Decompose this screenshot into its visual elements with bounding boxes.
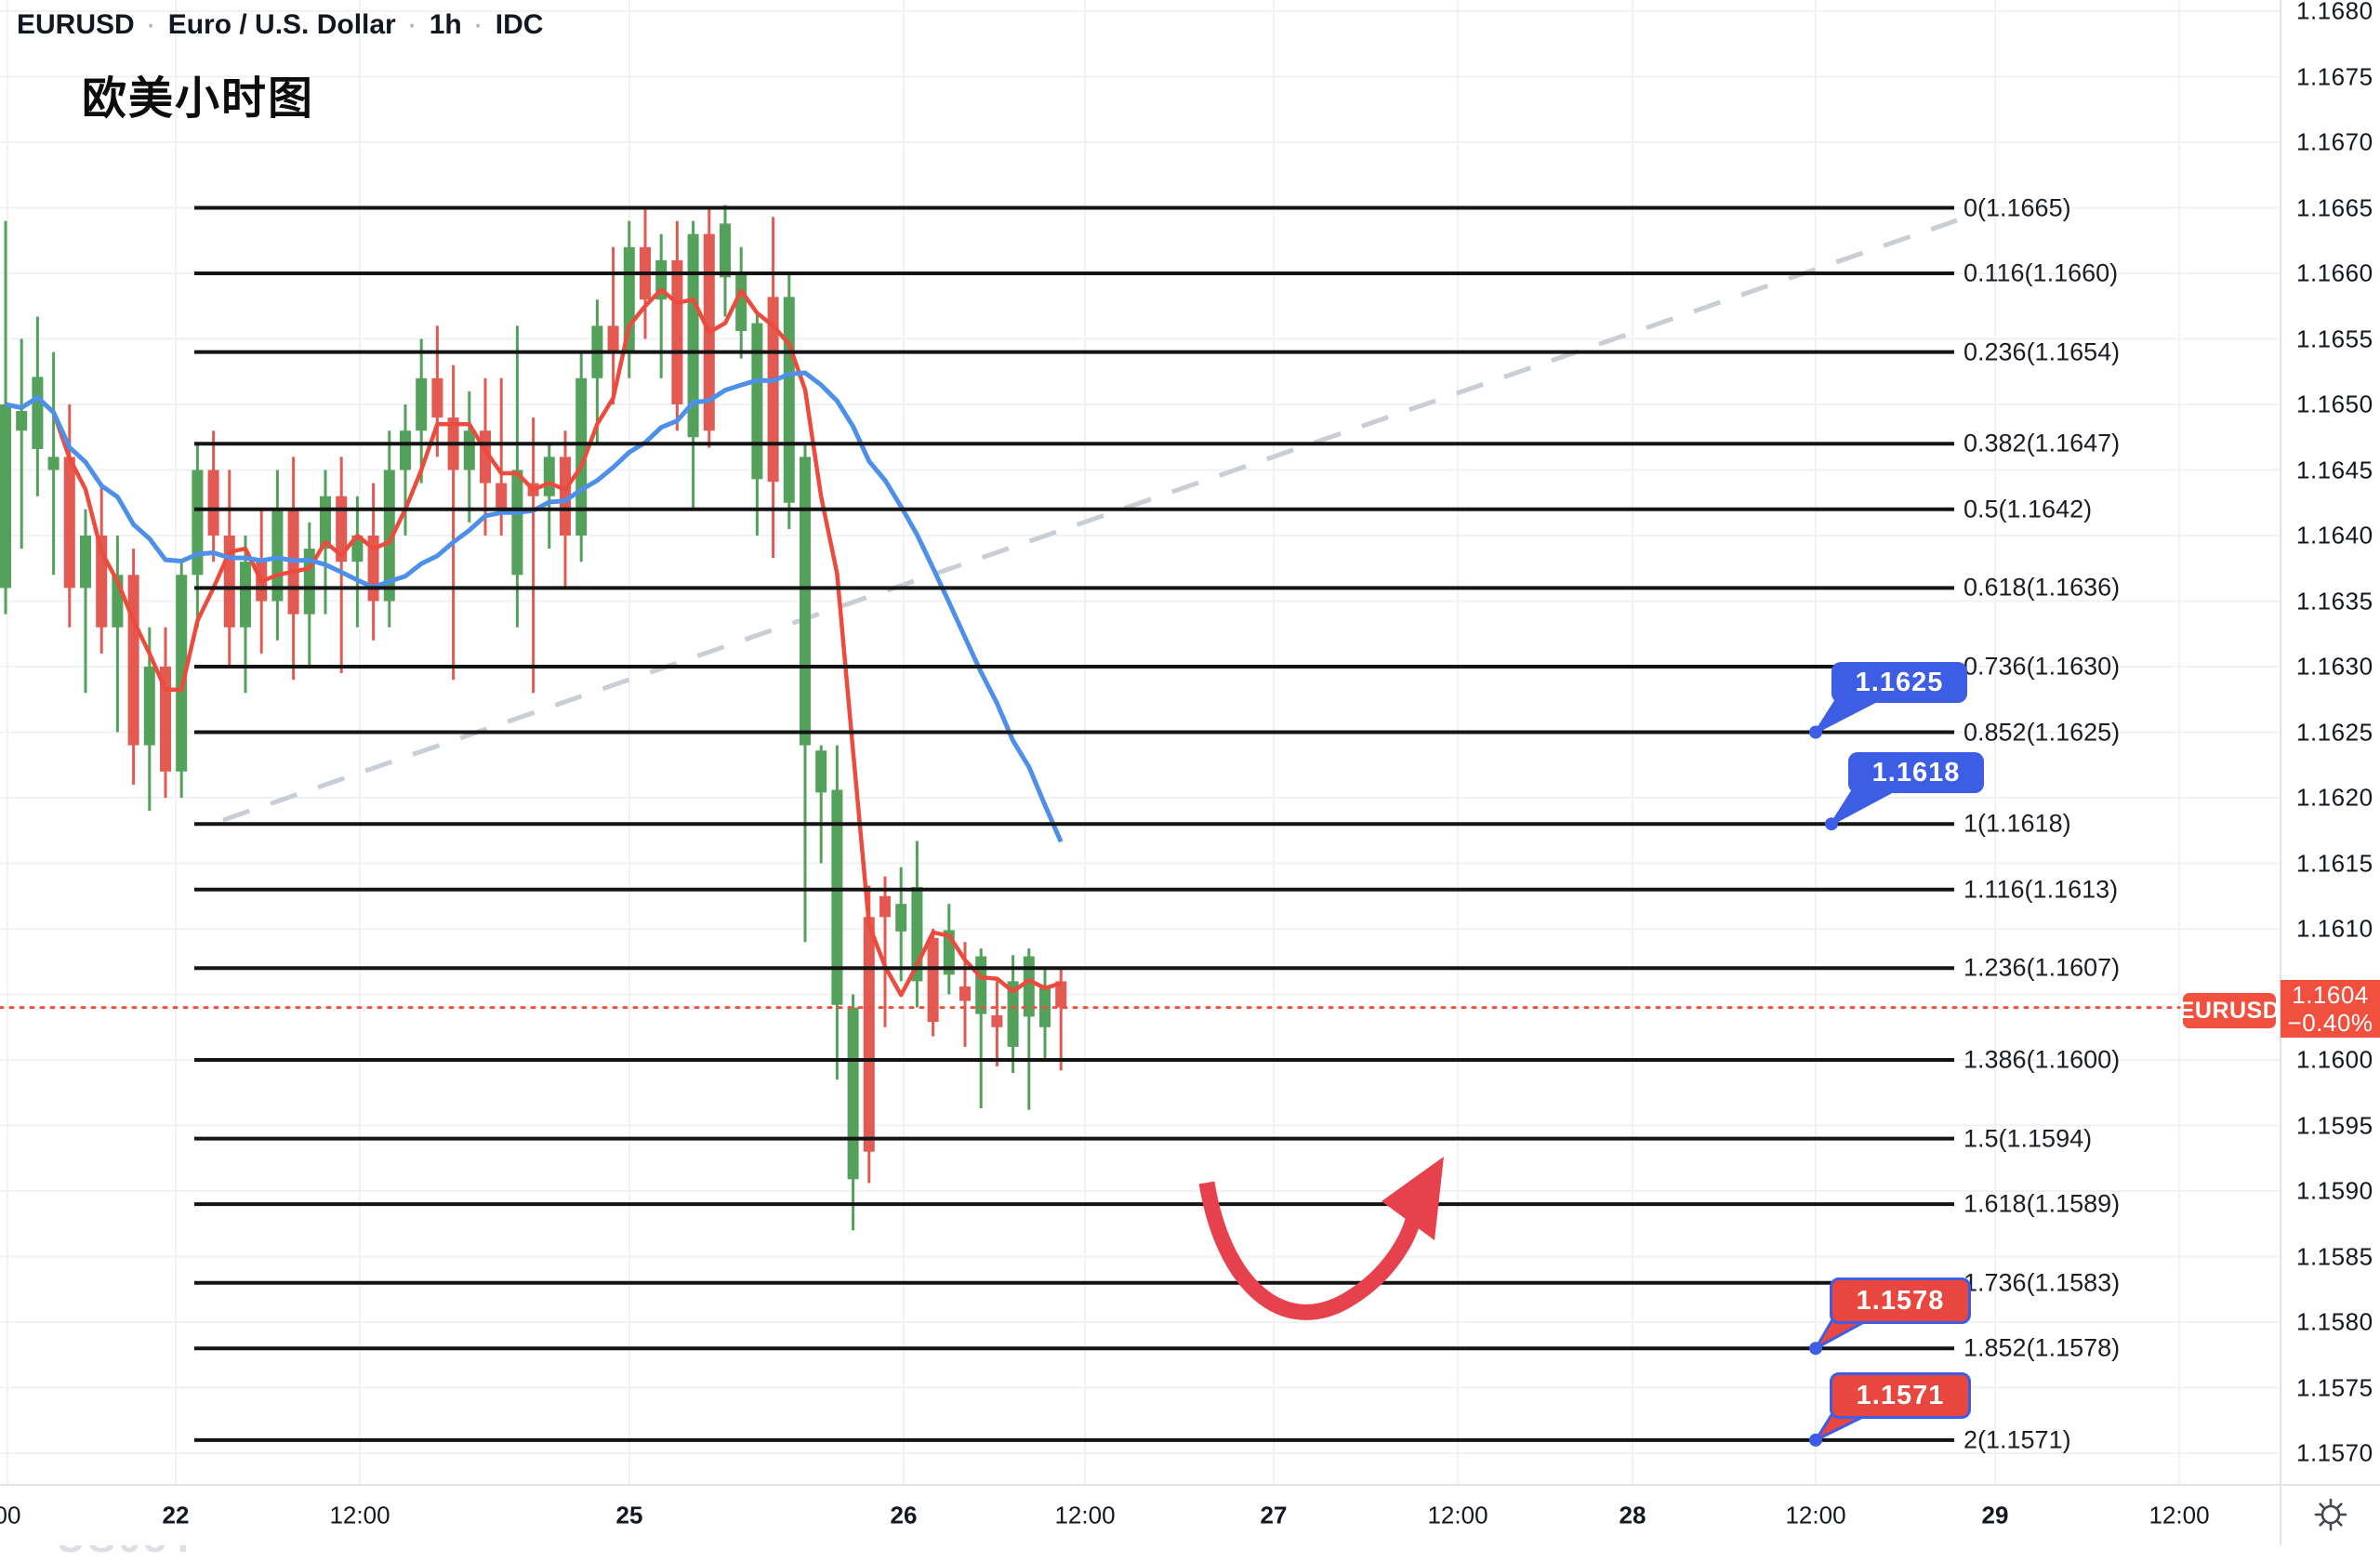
price-axis-label: 1.1645 [2296,456,2373,483]
price-axis-label: 1.1620 [2296,783,2373,812]
fib-level-label: 0.736(1.1630) [1964,652,2121,681]
time-axis-label: 12:00 [1054,1501,1116,1529]
price-axis-label: 1.1625 [2296,718,2373,746]
callout-anchor-dot [1809,725,1822,739]
price-axis-label: 1.1610 [2296,914,2373,943]
price-axis-label: 1.1595 [2296,1111,2373,1139]
price-axis-label: 1.1650 [2296,390,2373,418]
time-axis-label: 26 [890,1501,918,1529]
chart-legend[interactable]: EURUSD · Euro / U.S. Dollar · 1h · IDC [17,9,543,41]
fib-level-label: 2(1.1571) [1964,1425,2071,1454]
time-axis-label: 29 [1981,1501,2009,1529]
fib-level-label: 0.618(1.1636) [1964,573,2121,602]
time-axis-label: 12:00 [2149,1501,2210,1529]
time-axis-label: 12:00 [329,1501,390,1529]
separator-dot: · [147,14,155,39]
time-axis[interactable]: 00 22 12:00 25 26 12:00 27 12:00 28 12:00 29 12:00 [0,1484,2380,1545]
fib-level-label: 1.116(1.1613) [1964,875,2119,904]
price-axis-label: 1.1670 [2296,127,2373,156]
price-axis-label: 1.1635 [2296,587,2373,615]
fib-level-label: 0.852(1.1625) [1964,718,2121,746]
price-callout-1.1578[interactable]: 1.1578 [1830,1277,1971,1324]
callout-anchor-dot [1809,1433,1822,1447]
dashed-trendline[interactable] [222,218,1958,823]
red-curve-arrow-annotation[interactable] [1198,1181,1422,1320]
price-axis-label: 1.1615 [2296,849,2373,877]
price-callout-1.1571[interactable]: 1.1571 [1830,1372,1971,1419]
last-price-value: 1.1604 [2292,981,2369,1009]
fib-level-label: 1.736(1.1583) [1964,1268,2121,1297]
fib-level-label: 1.852(1.1578) [1964,1333,2121,1362]
price-axis-label: 1.1665 [2296,193,2373,221]
fib-level-label: 1.386(1.1600) [1964,1045,2121,1074]
price-axis-label: 1.1660 [2296,258,2373,287]
last-price-change: −0.40% [2287,1009,2373,1037]
fib-level-label: 0(1.1665) [1964,193,2071,221]
price-axis-label: 1.1680 [2296,0,2373,25]
price-axis-label: 1.1655 [2296,324,2373,352]
separator-dot: · [408,14,416,39]
time-axis-label: 00 [0,1501,21,1529]
interval-label[interactable]: 1h [429,9,462,40]
fib-level-label: 1.618(1.1589) [1964,1189,2121,1218]
symbol-name[interactable]: EURUSD [17,9,135,40]
candlestick-series [0,205,1067,1231]
price-axis-label: 1.1575 [2296,1373,2373,1401]
price-callout-1.1618[interactable]: 1.1618 [1848,752,1984,793]
time-axis-label: 12:00 [1785,1501,1846,1529]
price-axis-label: 1.1600 [2296,1045,2373,1074]
price-axis-label: 1.1585 [2296,1242,2373,1270]
price-axis[interactable]: 1.1680 1.1675 1.1670 1.1665 1.1660 1.1655 1.16… [2280,0,2380,1484]
fib-level-label: 1.236(1.1607) [1964,953,2121,982]
price-axis-label: 1.1675 [2296,62,2373,90]
red-arrow-head [1382,1157,1444,1240]
callout-anchor-dot [1809,1342,1822,1356]
time-axis-label: 28 [1619,1501,1646,1529]
axis-corner-separator [2280,1486,2281,1545]
fib-retracement[interactable] [194,205,1954,1442]
fib-level-label: 0.382(1.1647) [1964,429,2121,457]
fib-level-label: 1.5(1.1594) [1964,1124,2093,1153]
fib-level-label: 0.116(1.1660) [1964,258,2119,287]
chart-canvas[interactable] [0,0,2380,1484]
price-axis-label: 1.1630 [2296,652,2373,681]
price-axis-label: 1.1570 [2296,1438,2373,1467]
price-axis-label: 1.1590 [2296,1176,2373,1205]
time-axis-label: 25 [615,1501,643,1529]
time-axis-label: 27 [1260,1501,1288,1529]
price-line-symbol-tag: EURUSD [2179,993,2280,1028]
time-axis-label: 22 [162,1501,190,1529]
price-axis-label: 1.1580 [2296,1307,2373,1336]
price-axis-last-price-tag: 1.1604 −0.40% [2281,980,2380,1038]
price-axis-label: 1.1640 [2296,521,2373,549]
time-axis-label: 12:00 [1427,1501,1488,1529]
symbol-description: Euro / U.S. Dollar [167,9,396,40]
chart-title-annotation: 欧美小时图 [82,74,315,124]
exchange-label: IDC [495,9,544,40]
callout-anchor-dot [1825,817,1838,831]
grid-lines [0,0,2280,1484]
separator-dot: · [474,14,483,39]
fib-level-label: 0.236(1.1654) [1964,338,2121,366]
fib-level-label: 1(1.1618) [1964,809,2071,838]
fib-level-label: 0.5(1.1642) [1964,495,2093,523]
time-axis-settings-gear-icon[interactable] [2312,1495,2349,1534]
price-callout-1.1625[interactable]: 1.1625 [1831,662,1967,703]
